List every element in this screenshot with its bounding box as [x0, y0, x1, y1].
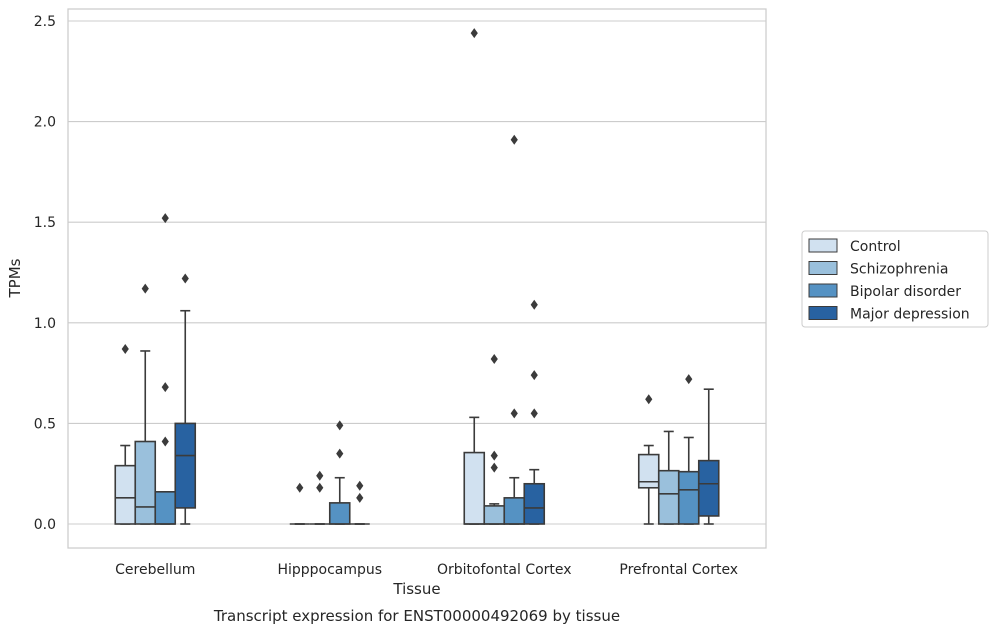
- y-tick-label: 0.5: [34, 416, 56, 432]
- box-bipolar-disorder: [677, 374, 700, 525]
- box-control: [289, 482, 310, 525]
- x-axis-label: Tissue: [392, 580, 440, 598]
- outlier-point: [530, 408, 538, 419]
- box-schizophrenia: [483, 354, 506, 525]
- x-tick-label: Hipppocampus: [277, 562, 382, 578]
- box-body: [328, 502, 351, 525]
- outlier-point: [161, 436, 169, 447]
- legend-swatch: [808, 261, 838, 275]
- outlier-point: [470, 28, 478, 39]
- x-tick-label: Orbitofontal Cortex: [437, 562, 572, 578]
- y-axis-label: TPMs: [6, 258, 24, 298]
- box-body: [697, 459, 720, 517]
- outlier-point: [141, 283, 149, 294]
- box-body: [503, 497, 526, 525]
- grid-lines: [68, 20, 766, 525]
- outlier-point: [336, 420, 344, 431]
- legend-label: Bipolar disorder: [850, 284, 961, 300]
- outlier-point: [316, 482, 324, 493]
- outlier-point: [181, 273, 189, 284]
- outlier-point: [490, 462, 498, 473]
- box-body: [114, 464, 137, 525]
- box-body: [463, 451, 486, 525]
- box-body: [637, 453, 660, 489]
- outlier-point: [685, 374, 693, 385]
- box-major-depression: [174, 273, 197, 525]
- box-major-depression: [349, 480, 370, 525]
- legend-label: Major depression: [850, 307, 970, 323]
- y-tick-label: 2.0: [34, 115, 56, 131]
- box-body: [677, 470, 700, 525]
- outlier-point: [121, 343, 129, 354]
- box-control: [463, 28, 486, 525]
- box-bipolar-disorder: [328, 420, 351, 525]
- outlier-point: [161, 213, 169, 224]
- outlier-point: [510, 408, 518, 419]
- plot-area-frame: [67, 8, 767, 549]
- box-control: [637, 394, 660, 525]
- box-schizophrenia: [134, 283, 157, 525]
- box-schizophrenia: [309, 470, 330, 525]
- legend-frame: [801, 230, 989, 328]
- outlier-point: [316, 470, 324, 481]
- outlier-point: [296, 482, 304, 493]
- legend-swatch: [808, 306, 838, 320]
- box-body: [657, 469, 680, 525]
- legend-label: Schizophrenia: [850, 262, 948, 278]
- outlier-point: [510, 134, 518, 145]
- box-schizophrenia: [657, 430, 680, 525]
- box-major-depression: [697, 388, 720, 525]
- chart-caption: Transcript expression for ENST0000049206…: [213, 607, 620, 625]
- box-control: [114, 343, 137, 525]
- box-body: [154, 491, 177, 525]
- box-body: [483, 505, 506, 525]
- box-bipolar-disorder: [503, 134, 526, 525]
- x-axis-ticks: Cerebellum Hipppocampus Orbitofontal Corte…: [115, 562, 738, 578]
- legend-label: Control: [850, 239, 901, 255]
- box-body: [174, 422, 197, 509]
- outlier-point: [161, 382, 169, 393]
- x-tick-label: Prefrontal Cortex: [619, 562, 738, 578]
- box-series: [114, 28, 720, 525]
- outlier-point: [530, 299, 538, 310]
- outlier-point: [530, 370, 538, 381]
- y-tick-label: 0.0: [34, 517, 56, 533]
- y-tick-label: 1.0: [34, 316, 56, 332]
- y-axis-ticks: 0.0 0.5 1.0 1.5 2.0 2.5: [34, 14, 56, 533]
- outlier-point: [490, 354, 498, 365]
- legend-swatch: [808, 283, 838, 298]
- y-tick-label: 2.5: [34, 14, 56, 30]
- outlier-point: [645, 394, 653, 405]
- outlier-point: [490, 450, 498, 461]
- legend: Control Schizophrenia Bipolar disorder Majo…: [801, 230, 989, 328]
- outlier-point: [356, 480, 364, 491]
- box-body: [134, 440, 157, 525]
- outlier-point: [336, 448, 344, 459]
- box-major-depression: [523, 299, 546, 525]
- y-tick-label: 1.5: [34, 215, 56, 231]
- outlier-point: [356, 492, 364, 503]
- box-body: [523, 482, 546, 525]
- x-tick-label: Cerebellum: [115, 562, 195, 578]
- legend-swatch: [808, 238, 838, 253]
- box-bipolar-disorder: [154, 213, 177, 525]
